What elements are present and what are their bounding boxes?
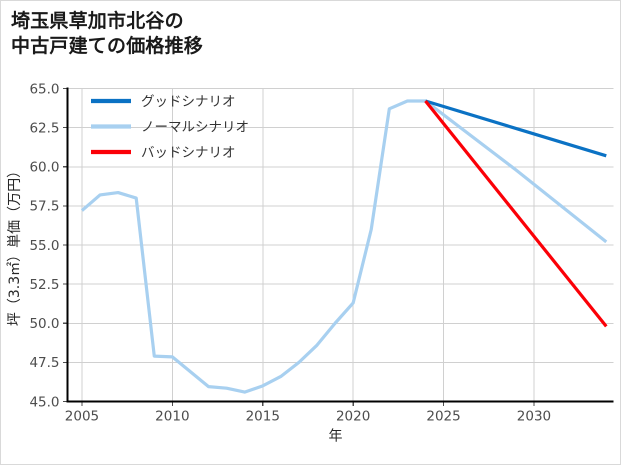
x-tick-label: 2020 — [336, 409, 370, 425]
series-line-normal — [80, 99, 608, 394]
axis-spines — [66, 87, 614, 403]
x-tick-label: 2010 — [155, 409, 189, 425]
x-tick-label: 2030 — [517, 409, 551, 425]
data-series — [80, 99, 608, 394]
legend-label-2: バッドシナリオ — [141, 145, 236, 161]
y-tick-label: 50.0 — [29, 316, 59, 332]
y-tick-label: 52.5 — [29, 277, 59, 293]
x-gridlines — [81, 88, 535, 402]
y-tick-label: 65.0 — [29, 81, 59, 97]
y-tick-label: 45.0 — [29, 394, 59, 410]
y-gridlines — [67, 88, 614, 363]
x-tick-label: 2005 — [65, 409, 99, 425]
chart-title: 埼玉県草加市北谷の 中古戸建ての価格推移 — [11, 10, 204, 58]
y-tick-label: 55.0 — [29, 238, 59, 254]
x-tick-labels: 2005 2010 2015 2020 2025 2030 — [65, 409, 551, 425]
x-tick-label: 2015 — [246, 409, 280, 425]
legend-label-1: ノーマルシナリオ — [141, 120, 249, 136]
x-axis-title: 年 — [329, 429, 343, 445]
y-axis-title: 坪（3.3㎡）単価（万円） — [7, 164, 23, 326]
legend-label-0: グッドシナリオ — [141, 94, 236, 110]
series-line-bad — [424, 100, 608, 328]
x-tick-label: 2025 — [426, 409, 460, 425]
y-tick-label: 62.5 — [29, 120, 59, 136]
y-tick-labels: 45.0 47.5 50.0 52.5 55.0 57.5 60.0 62.5 65.0 — [29, 81, 59, 410]
y-tick-label: 47.5 — [29, 355, 59, 371]
y-tick-label: 57.5 — [29, 199, 59, 215]
y-tick-label: 60.0 — [29, 160, 59, 176]
series-line-good — [425, 99, 607, 158]
